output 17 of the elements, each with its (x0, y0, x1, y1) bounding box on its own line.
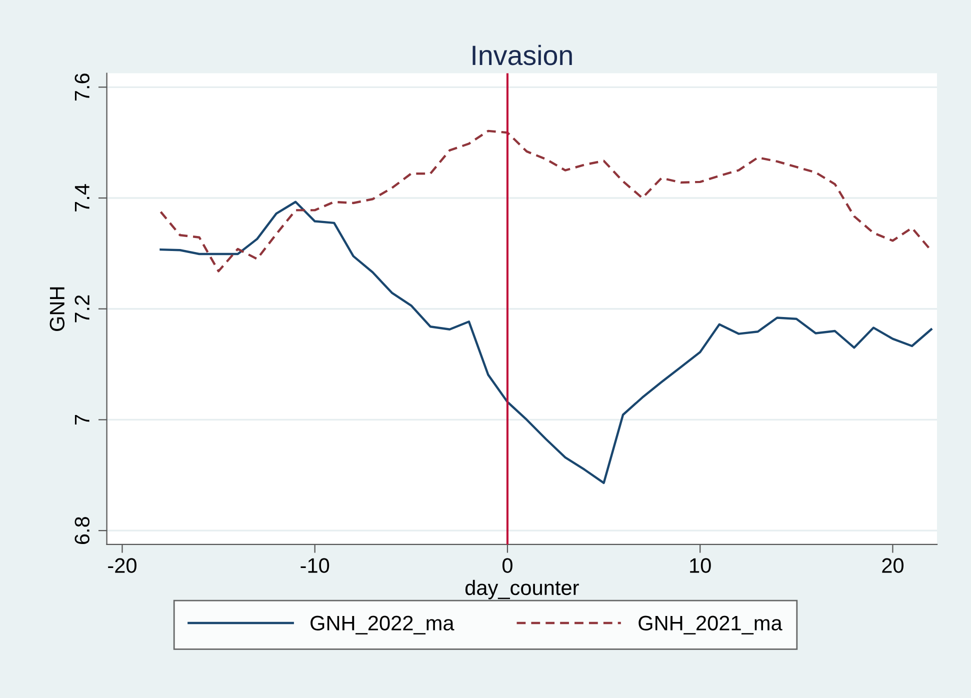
x-tick-label: 20 (882, 558, 904, 573)
x-tick-label: 10 (690, 558, 711, 573)
x-axis-title: day_counter (465, 580, 579, 600)
line-series (160, 130, 932, 272)
y-tick-label: 7.6 (74, 74, 90, 101)
x-tick-label: -20 (108, 558, 136, 573)
legend-label: GNH_2022_ma (310, 616, 454, 634)
y-tick-label: 7.2 (74, 295, 90, 322)
x-tick-label: -10 (300, 558, 330, 573)
y-tick-label: 7.4 (74, 184, 90, 212)
legend-label: GNH_2021_ma (638, 616, 782, 634)
y-tick-label: 7 (74, 414, 90, 424)
y-tick-label: 6.8 (74, 517, 90, 544)
chart-title: Invasion (472, 44, 572, 66)
y-axis-title: GNH (50, 287, 65, 331)
line-series (160, 200, 932, 484)
x-tick-label: 0 (502, 558, 512, 573)
